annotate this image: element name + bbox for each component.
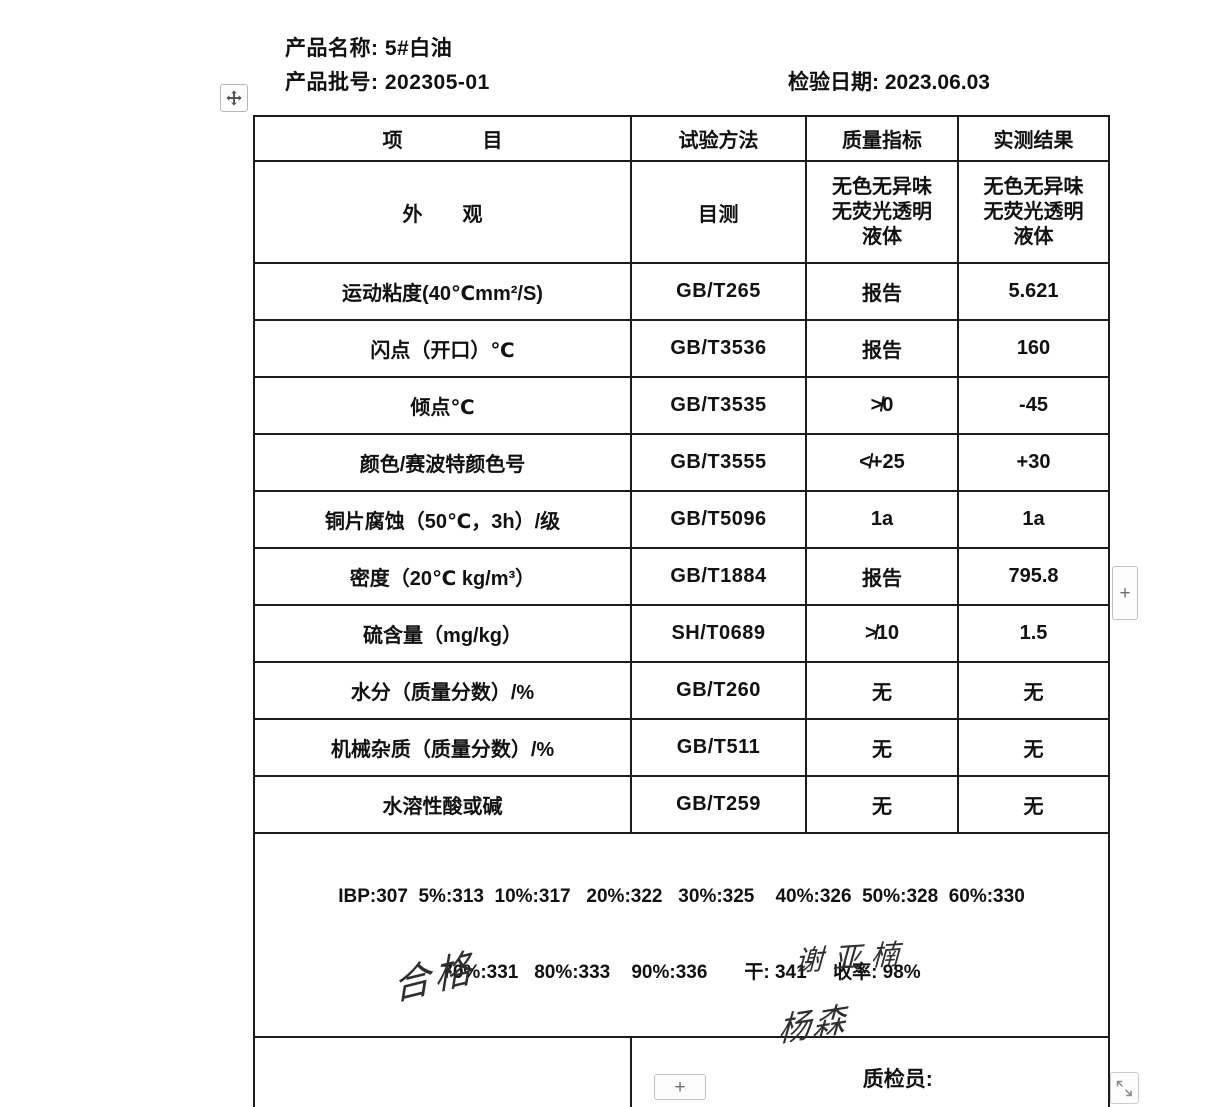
cell-method[interactable]: GB/T3535 (630, 376, 807, 435)
cell-result[interactable]: -45 (957, 376, 1110, 435)
inspector-cell[interactable]: 质检员: (630, 1036, 1110, 1107)
cell-spec[interactable]: 无 (805, 775, 959, 834)
cell-item[interactable]: 运动粘度(40℃mm²/S) (253, 262, 632, 321)
cell-spec[interactable]: 1a (805, 490, 959, 549)
table-resize-handle[interactable] (1110, 1072, 1139, 1104)
cell-spec[interactable]: 报告 (805, 547, 959, 606)
product-name-line[interactable]: 产品名称: 5#白油 (285, 32, 490, 66)
distillation-line-1: IBP:307 5%:313 10%:317 20%:322 30%:325 4… (338, 886, 1025, 907)
batch-line[interactable]: 产品批号: 202305-01 (285, 66, 490, 100)
plus-icon: + (674, 1076, 686, 1098)
move-icon (225, 89, 243, 107)
cell-method[interactable]: GB/T265 (630, 262, 807, 321)
cell-spec[interactable]: 报告 (805, 319, 959, 378)
inspection-table: 项 目 试验方法 质量指标 实测结果 外 观 目测 无色无异味 无荧光透明 液体… (253, 115, 1110, 1107)
table-row: 水分（质量分数）/% GB/T260 无 无 (253, 661, 1110, 720)
cell-result[interactable]: +30 (957, 433, 1110, 492)
cell-method[interactable]: GB/T5096 (630, 490, 807, 549)
col-header-spec[interactable]: 质量指标 (805, 115, 959, 162)
distillation-row: IBP:307 5%:313 10%:317 20%:322 30%:325 4… (253, 832, 1110, 1038)
cell-method[interactable]: 目测 (630, 160, 807, 264)
table-row: 运动粘度(40℃mm²/S) GB/T265 报告 5.621 (253, 262, 1110, 321)
col-header-item[interactable]: 项 目 (253, 115, 632, 162)
table-row: 机械杂质（质量分数）/% GB/T511 无 无 (253, 718, 1110, 777)
verdict-cell[interactable]: 判定结果: (253, 1036, 632, 1107)
inspector-label: 质检员: (862, 1068, 933, 1091)
cell-result[interactable]: 无 (957, 775, 1110, 834)
cell-item[interactable]: 密度（20℃ kg/m³） (253, 547, 632, 606)
table-row: 颜色/赛波特颜色号 GB/T3555 ≮+25 +30 (253, 433, 1110, 492)
table-row: 闪点（开口）℃ GB/T3536 报告 160 (253, 319, 1110, 378)
cell-spec[interactable]: 无 (805, 718, 959, 777)
table-row: 密度（20℃ kg/m³） GB/T1884 报告 795.8 (253, 547, 1110, 606)
plus-icon: + (1119, 582, 1131, 604)
insert-column-plus-button[interactable]: + (1112, 566, 1138, 620)
cell-spec[interactable]: 报告 (805, 262, 959, 321)
table-row: 水溶性酸或碱 GB/T259 无 无 (253, 775, 1110, 834)
cell-item[interactable]: 硫含量（mg/kg） (253, 604, 632, 663)
cell-item[interactable]: 外 观 (253, 160, 632, 264)
cell-method[interactable]: GB/T3536 (630, 319, 807, 378)
cell-spec[interactable]: 无色无异味 无荧光透明 液体 (805, 160, 959, 264)
resize-icon (1114, 1077, 1135, 1100)
table-move-handle[interactable] (220, 84, 248, 112)
product-name-value: 5#白油 (384, 37, 453, 60)
inspection-date-value: 2023.06.03 (884, 71, 990, 94)
inspection-date-line[interactable]: 检验日期: 2023.06.03 (788, 66, 990, 96)
cell-result[interactable]: 1.5 (957, 604, 1110, 663)
cell-method[interactable]: GB/T3555 (630, 433, 807, 492)
cell-item[interactable]: 水分（质量分数）/% (253, 661, 632, 720)
cell-result[interactable]: 5.621 (957, 262, 1110, 321)
footer-row-inspector: 判定结果: 质检员: (253, 1036, 1110, 1107)
cell-result[interactable]: 1a (957, 490, 1110, 549)
cell-method[interactable]: GB/T511 (630, 718, 807, 777)
insert-row-plus-button[interactable]: + (654, 1074, 706, 1100)
table-row: 倾点℃ GB/T3535 ≯0 -45 (253, 376, 1110, 435)
table-row: 外 观 目测 无色无异味 无荧光透明 液体 无色无异味 无荧光透明 液体 (253, 160, 1110, 264)
col-header-result[interactable]: 实测结果 (957, 115, 1110, 162)
inspection-date-label: 检验日期: (788, 71, 879, 94)
batch-value: 202305-01 (384, 71, 490, 94)
cell-spec[interactable]: 无 (805, 661, 959, 720)
cell-item[interactable]: 铜片腐蚀（50℃，3h）/级 (253, 490, 632, 549)
cell-result[interactable]: 无 (957, 718, 1110, 777)
col-header-method[interactable]: 试验方法 (630, 115, 807, 162)
cell-result[interactable]: 无色无异味 无荧光透明 液体 (957, 160, 1110, 264)
cell-method[interactable]: SH/T0689 (630, 604, 807, 663)
product-name-label: 产品名称: (285, 37, 379, 60)
table-row: 硫含量（mg/kg） SH/T0689 ≯10 1.5 (253, 604, 1110, 663)
cell-spec[interactable]: ≯10 (805, 604, 959, 663)
cell-item[interactable]: 机械杂质（质量分数）/% (253, 718, 632, 777)
cell-result[interactable]: 无 (957, 661, 1110, 720)
cell-spec[interactable]: ≮+25 (805, 433, 959, 492)
cell-method[interactable]: GB/T259 (630, 775, 807, 834)
cell-spec[interactable]: ≯0 (805, 376, 959, 435)
cell-method[interactable]: GB/T1884 (630, 547, 807, 606)
batch-label: 产品批号: (285, 71, 379, 94)
cell-item[interactable]: 倾点℃ (253, 376, 632, 435)
doc-header: 产品名称: 5#白油 产品批号: 202305-01 (285, 32, 490, 100)
cell-item[interactable]: 闪点（开口）℃ (253, 319, 632, 378)
cell-method[interactable]: GB/T260 (630, 661, 807, 720)
cell-item[interactable]: 水溶性酸或碱 (253, 775, 632, 834)
cell-item[interactable]: 颜色/赛波特颜色号 (253, 433, 632, 492)
distillation-cell[interactable]: IBP:307 5%:313 10%:317 20%:322 30%:325 4… (253, 832, 1110, 1038)
cell-result[interactable]: 795.8 (957, 547, 1110, 606)
distillation-line-2: 70%:331 80%:333 90%:336 干: 341 收率: 98% (442, 962, 921, 983)
table-row: 铜片腐蚀（50℃，3h）/级 GB/T5096 1a 1a (253, 490, 1110, 549)
table-header-row: 项 目 试验方法 质量指标 实测结果 (253, 115, 1110, 162)
cell-result[interactable]: 160 (957, 319, 1110, 378)
